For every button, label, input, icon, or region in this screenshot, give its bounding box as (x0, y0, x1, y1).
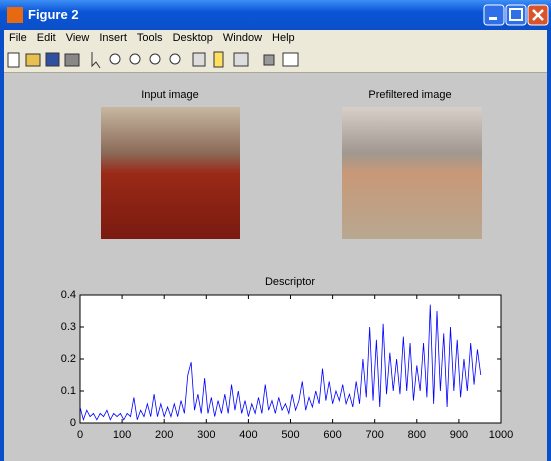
y-tick-label: 0.1 (61, 385, 76, 397)
x-tick-label: 300 (197, 429, 215, 441)
input-image (101, 107, 240, 239)
x-tick-label: 500 (281, 429, 299, 441)
chart-title: Descriptor (265, 276, 315, 288)
x-tick-label: 0 (77, 429, 83, 441)
x-tick-label: 400 (239, 429, 257, 441)
y-tick-label: 0.3 (61, 321, 76, 333)
x-tick-label: 700 (366, 429, 384, 441)
y-tick-label: 0 (70, 417, 76, 429)
x-tick-label: 1000 (489, 429, 513, 441)
x-tick-label: 900 (450, 429, 468, 441)
x-tick-label: 600 (323, 429, 341, 441)
prefiltered-image (342, 107, 482, 239)
y-tick-label: 0.2 (61, 353, 76, 365)
x-tick-label: 200 (155, 429, 173, 441)
image-title: Prefiltered image (368, 89, 451, 101)
x-tick-label: 800 (408, 429, 426, 441)
image-title: Input image (141, 89, 198, 101)
x-tick-label: 100 (113, 429, 131, 441)
window: Figure 2 FileEditViewInsertToolsDesktopW… (0, 0, 551, 461)
y-tick-label: 0.4 (61, 289, 76, 301)
chart: Input image Prefiltered image Descriptor… (0, 0, 551, 461)
